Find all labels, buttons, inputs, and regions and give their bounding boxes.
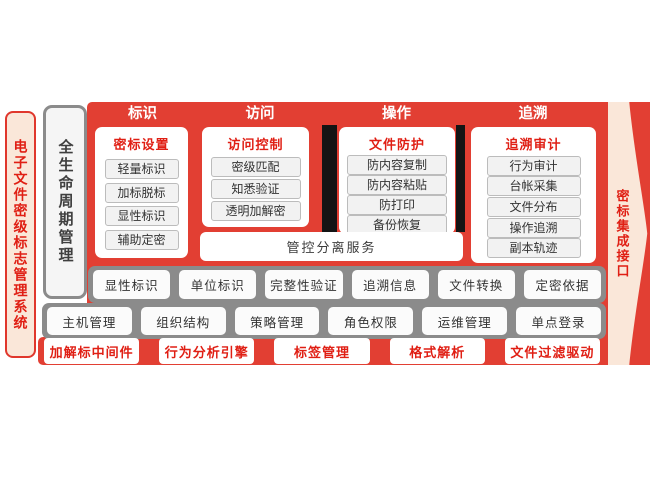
capability-item: 完整性验证 [265, 270, 343, 299]
panel-title: 访问控制 [227, 137, 284, 152]
integration-label: 密标集成接口 [614, 188, 630, 279]
panel-items: 防内容复制 防内容粘贴 防打印 备份恢复 [339, 155, 455, 239]
engine-item: 格式解析 [389, 338, 485, 364]
engine-item: 加解标中间件 [44, 338, 140, 364]
engine-item: 标签管理 [274, 338, 370, 364]
panel-item: 防内容粘贴 [347, 175, 447, 195]
panel-access-control: 访问控制 密级匹配 知悉验证 透明加解密 [202, 127, 309, 227]
col-header-trace: 追溯 [518, 106, 548, 122]
panel-item: 密级匹配 [210, 157, 301, 177]
platform-item: 组织结构 [140, 307, 226, 335]
column-divider [322, 125, 337, 232]
service-bar: 管控分离服务 [200, 232, 463, 261]
panel-items: 密级匹配 知悉验证 透明加解密 [202, 155, 309, 227]
engine-row: 加解标中间件 行为分析引擎 标签管理 格式解析 文件过滤驱动 [44, 338, 601, 364]
panel-file-protection: 文件防护 防内容复制 防内容粘贴 防打印 备份恢复 [339, 127, 455, 235]
platform-item: 运维管理 [422, 307, 508, 335]
panel-title: 文件防护 [368, 137, 425, 152]
panel-items: 行为审计 台帐采集 文件分布 操作追溯 副本轨迹 [471, 155, 596, 263]
capability-item: 显性标识 [93, 270, 171, 299]
panel-item: 台帐采集 [486, 176, 581, 197]
lifecycle-label: 全生命周期管理 [56, 139, 74, 265]
integration-arrow-shape [608, 102, 649, 365]
integration-interface-bar: 密标集成接口 [604, 102, 650, 365]
lifecycle-bar: 全生命周期管理 [43, 105, 87, 299]
capability-row: 显性标识 单位标识 完整性验证 追溯信息 文件转换 定密依据 [88, 266, 606, 303]
system-title: 电子文件密级标志管理系统 [12, 138, 29, 331]
platform-item: 角色权限 [328, 307, 414, 335]
col-header-operation: 操作 [382, 106, 411, 122]
platform-item: 策略管理 [234, 307, 320, 335]
panel-item: 显性标识 [104, 206, 179, 227]
engine-item: 文件过滤驱动 [504, 338, 601, 364]
engine-item: 行为分析引擎 [159, 338, 255, 364]
col-header-identification: 标识 [128, 106, 157, 122]
panel-item: 操作追溯 [486, 217, 581, 238]
panel-item: 副本轨迹 [486, 238, 581, 259]
panel-item: 轻量标识 [104, 158, 179, 179]
panel-item: 防内容复制 [347, 155, 447, 175]
system-title-bar: 电子文件密级标志管理系统 [5, 111, 36, 358]
column-divider [456, 125, 465, 232]
platform-item: 单点登录 [516, 307, 601, 335]
platform-item: 主机管理 [47, 307, 132, 335]
capability-item: 文件转换 [437, 270, 515, 299]
panel-items: 轻量标识 加标脱标 显性标识 辅助定密 [95, 155, 188, 258]
capability-item: 定密依据 [523, 270, 602, 299]
panel-trace-audit: 追溯审计 行为审计 台帐采集 文件分布 操作追溯 副本轨迹 [471, 127, 596, 263]
panel-item: 防打印 [347, 195, 447, 215]
panel-item: 行为审计 [486, 155, 581, 176]
capability-item: 追溯信息 [351, 270, 429, 299]
panel-title: 密标设置 [113, 137, 170, 152]
platform-row: 主机管理 组织结构 策略管理 角色权限 运维管理 单点登录 [42, 303, 606, 339]
col-header-access: 访问 [245, 106, 275, 122]
panel-mark-settings: 密标设置 轻量标识 加标脱标 显性标识 辅助定密 [95, 127, 188, 258]
capability-item: 单位标识 [179, 270, 257, 299]
panel-item: 透明加解密 [210, 201, 301, 221]
panel-item: 加标脱标 [104, 182, 179, 203]
panel-item: 文件分布 [486, 196, 581, 217]
panel-title: 追溯审计 [505, 137, 562, 152]
panel-item: 辅助定密 [104, 230, 179, 251]
panel-item: 知悉验证 [210, 179, 301, 199]
